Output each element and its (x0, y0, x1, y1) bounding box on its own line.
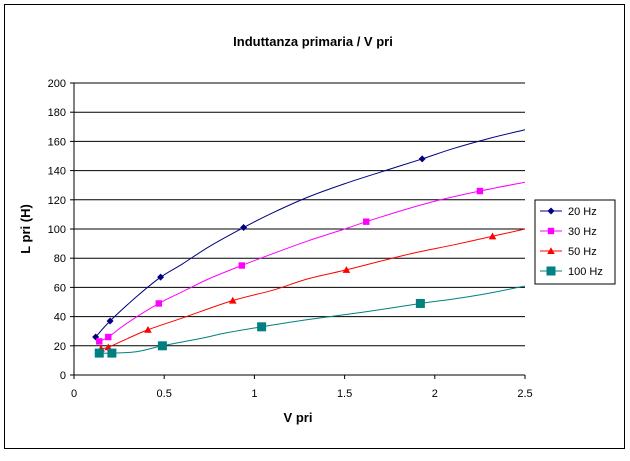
legend-label: 20 Hz (568, 206, 597, 218)
y-tick-label: 80 (54, 253, 66, 265)
legend-item: 50 Hz (540, 246, 597, 258)
y-tick-label: 100 (48, 224, 66, 236)
data-point-50hz (342, 266, 351, 273)
data-point-30hz (238, 262, 245, 269)
legend-item: 30 Hz (540, 226, 597, 238)
x-tick-label: 1 (251, 388, 257, 400)
data-point-30hz (105, 333, 112, 341)
y-tick-label: 20 (54, 341, 66, 353)
data-point-100hz (94, 348, 104, 358)
data-point-20hz (106, 317, 114, 325)
series-30hz (96, 181, 526, 345)
data-point-100hz (415, 298, 425, 308)
chart-title: Induttanza primaria / V pri (233, 34, 393, 49)
series-20hz (92, 129, 526, 341)
legend-label: 50 Hz (568, 246, 597, 258)
x-tick-label: 0 (71, 388, 77, 400)
data-point-50hz (104, 343, 113, 351)
legend-item: 20 Hz (540, 206, 597, 218)
x-tick-label: 2.5 (517, 388, 532, 400)
legend-marker-20hz (547, 207, 555, 215)
series-line (95, 129, 526, 338)
y-tick-label: 40 (54, 312, 66, 324)
legend-label: 30 Hz (568, 226, 597, 238)
legend-marker-50hz (547, 247, 555, 255)
data-point-100hz (157, 341, 167, 351)
series-100hz (94, 285, 526, 358)
y-tick-label: 140 (48, 166, 66, 178)
y-tick-label: 160 (48, 136, 66, 148)
y-tick-label: 60 (54, 282, 66, 294)
data-point-20hz (240, 224, 248, 232)
legend-marker-30hz (547, 227, 555, 235)
y-tick-label: 120 (48, 195, 66, 207)
legend: 20 Hz 30 Hz 50 Hz 100 Hz (534, 199, 616, 285)
x-tick-label: 1.5 (337, 388, 352, 400)
x-axis-label: V pri (284, 410, 313, 425)
data-point-50hz (228, 296, 237, 304)
data-point-30hz (363, 218, 370, 225)
data-point-100hz (257, 322, 267, 332)
data-point-30hz (155, 300, 162, 307)
y-tick-label: 200 (48, 78, 66, 90)
data-point-50hz (488, 232, 497, 240)
y-tick-label: 0 (60, 370, 66, 382)
data-point-100hz (107, 348, 117, 358)
data-point-20hz (418, 155, 426, 163)
data-point-20hz (157, 273, 165, 281)
x-tick-label: 0.5 (157, 388, 172, 400)
y-tick-label: 180 (48, 107, 66, 119)
series-line (100, 228, 526, 350)
legend-label: 100 Hz (568, 266, 603, 278)
x-tick-label: 2 (432, 388, 438, 400)
legend-item: 100 Hz (540, 266, 603, 278)
data-point-50hz (144, 325, 152, 333)
data-point-30hz (96, 338, 103, 345)
legend-marker-100hz (546, 266, 556, 276)
data-point-30hz (476, 187, 484, 195)
y-axis-label: L pri (H) (18, 204, 33, 254)
series-line (99, 181, 526, 342)
